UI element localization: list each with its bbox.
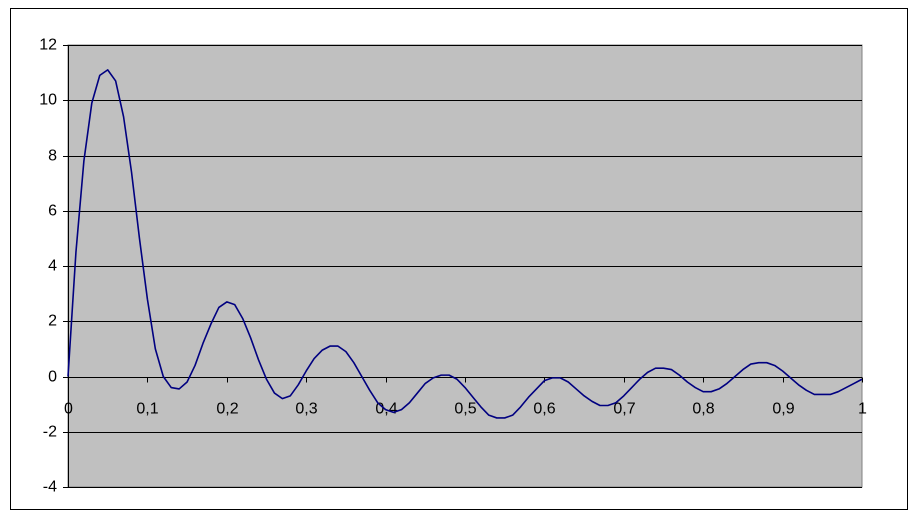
- x-tick-label: 0,5: [454, 401, 476, 418]
- x-tick-label: 0,7: [613, 401, 635, 418]
- y-tick-label: 8: [48, 148, 57, 165]
- x-tick-label: 0,3: [295, 401, 317, 418]
- x-tick-label: 0,9: [772, 401, 794, 418]
- x-tick-label: 0,6: [533, 401, 555, 418]
- y-tick-label: -2: [43, 424, 57, 441]
- x-tick-label: 0,2: [216, 401, 238, 418]
- x-tick-label: 0: [64, 401, 73, 418]
- y-tick-label: 2: [48, 313, 57, 330]
- y-tick-label: 10: [39, 92, 57, 109]
- y-tick-label: 4: [48, 258, 57, 275]
- y-tick-label: 12: [39, 37, 57, 54]
- y-tick-label: -4: [43, 479, 57, 496]
- x-tick-label: 0,8: [692, 401, 714, 418]
- x-tick-label: 1: [858, 401, 867, 418]
- data-line: [67, 69, 863, 419]
- x-tick-label: 0,1: [136, 401, 158, 418]
- y-tick-label: 0: [48, 369, 57, 386]
- y-tick-label: 6: [48, 203, 57, 220]
